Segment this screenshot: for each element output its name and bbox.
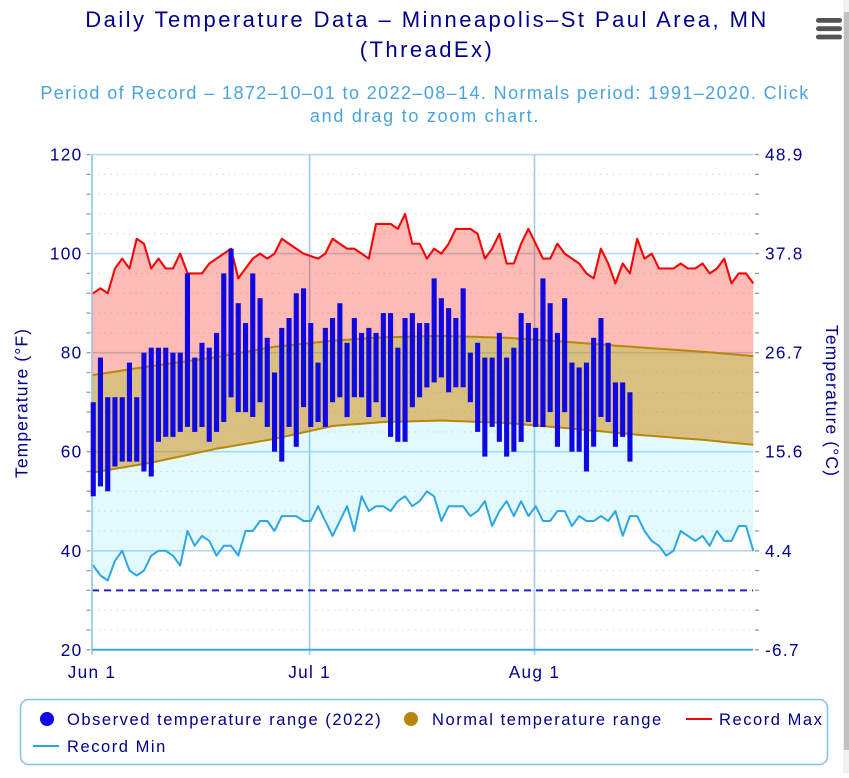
svg-text:120: 120 (50, 145, 83, 165)
svg-text:Record Min: Record Min (67, 738, 167, 756)
svg-text:Aug 1: Aug 1 (509, 662, 560, 682)
svg-text:20: 20 (61, 640, 83, 660)
svg-text:48.9: 48.9 (765, 145, 804, 165)
svg-text:100: 100 (50, 244, 83, 264)
svg-text:-6.7: -6.7 (765, 640, 800, 660)
svg-text:4.4: 4.4 (765, 541, 793, 561)
svg-text:Observed temperature range (20: Observed temperature range (2022) (67, 711, 382, 729)
svg-text:15.6: 15.6 (765, 442, 804, 462)
svg-text:(ThreadEx): (ThreadEx) (360, 37, 495, 62)
svg-text:40: 40 (61, 541, 83, 561)
svg-text:Jul 1: Jul 1 (288, 662, 331, 682)
svg-text:26.7: 26.7 (765, 343, 804, 363)
svg-text:Period of Record – 1872–10–01: Period of Record – 1872–10–01 to 2022–08… (40, 83, 809, 103)
svg-text:60: 60 (61, 442, 83, 462)
svg-text:Record Max: Record Max (719, 711, 823, 729)
svg-text:Daily Temperature Data – Minne: Daily Temperature Data – Minneapolis–St … (85, 7, 768, 32)
svg-text:and drag to zoom chart.: and drag to zoom chart. (310, 106, 540, 126)
svg-text:Temperature (°F): Temperature (°F) (12, 328, 32, 478)
svg-text:80: 80 (61, 343, 83, 363)
svg-text:Jun 1: Jun 1 (68, 662, 117, 682)
svg-text:37.8: 37.8 (765, 244, 804, 264)
svg-text:Temperature (°C): Temperature (°C) (822, 325, 842, 477)
svg-text:Normal temperature range: Normal temperature range (432, 711, 663, 729)
